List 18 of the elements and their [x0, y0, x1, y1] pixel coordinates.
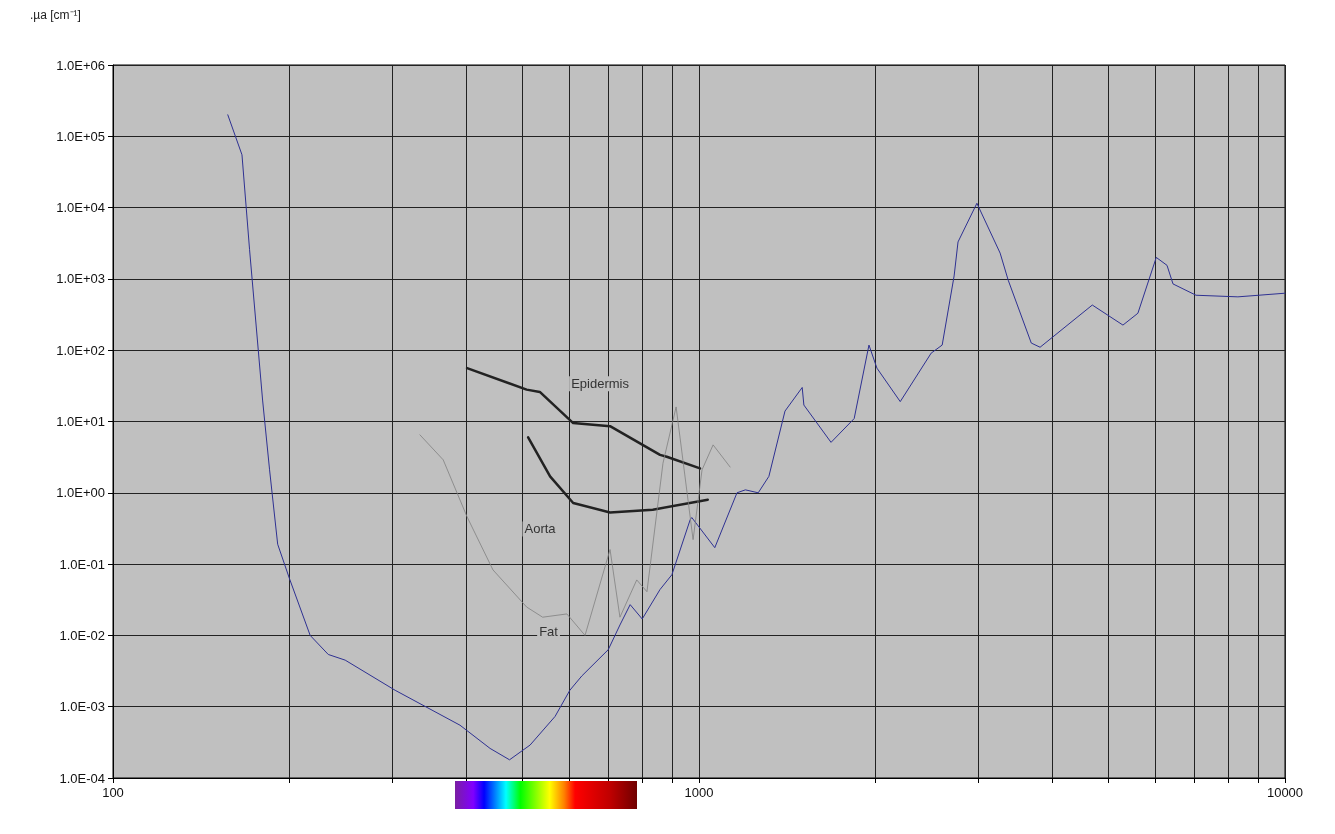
y-tick-label: 1.0E-03: [59, 699, 105, 715]
series-label: Fat: [539, 623, 559, 639]
series-label: Epidermis: [571, 376, 630, 392]
y-tick-label: 1.0E+03: [56, 271, 105, 287]
x-tick-label: 1000: [684, 785, 714, 800]
y-tick-label: 1.0E-04: [59, 770, 105, 786]
y-tick-label: 1.0E+02: [56, 342, 105, 358]
x-tick-label: 100: [102, 785, 124, 800]
series-label: Aorta: [524, 521, 557, 537]
y-tick-label: 1.0E-02: [59, 627, 105, 643]
x-tick-label: 10000: [1266, 785, 1304, 800]
y-tick-label: 1.0E+06: [56, 57, 105, 73]
y-tick-label: 1.0E+00: [56, 485, 105, 501]
y-tick-label: 1.0E-01: [59, 556, 105, 572]
y-axis-title: .µa [cm⁻¹]: [30, 7, 81, 23]
y-tick-label: 1.0E+01: [56, 414, 105, 429]
y-tick-label: 1.0E+05: [56, 128, 105, 144]
y-tick-label: 1.0E+04: [56, 200, 105, 216]
